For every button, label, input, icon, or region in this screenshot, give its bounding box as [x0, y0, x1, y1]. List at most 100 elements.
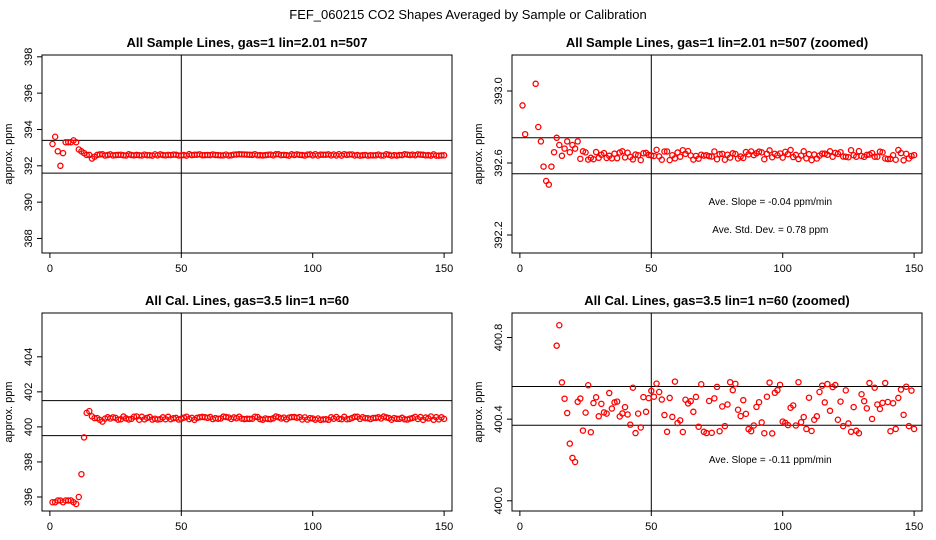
p2-point [661, 148, 668, 155]
p4-point [571, 458, 579, 466]
p4-point [655, 388, 663, 396]
p4-point [658, 396, 666, 403]
p4-point [708, 429, 715, 437]
p2-xtick-label-2: 100 [774, 263, 792, 275]
p2-xtick-label-1: 50 [645, 263, 657, 275]
p4-point [842, 387, 850, 394]
p4-point [908, 387, 915, 394]
p4-point [850, 403, 857, 411]
p4-point [740, 396, 747, 404]
p3-ytick-label-4: 404 [23, 348, 35, 366]
p4-point [642, 408, 650, 416]
p4-point [892, 425, 899, 433]
p4-point [792, 422, 800, 429]
p4-point [887, 427, 894, 435]
p1-xtick-label-2: 100 [304, 263, 322, 275]
p4-point [858, 390, 865, 398]
p2-point [808, 156, 815, 164]
p1-title: All Sample Lines, gas=1 lin=2.01 n=507 [127, 35, 368, 50]
p4-point [605, 389, 613, 397]
p3-point [75, 493, 83, 501]
p2-point [711, 148, 718, 155]
p2-point [842, 153, 850, 160]
p4-point [905, 422, 913, 430]
p4-point [902, 383, 910, 390]
p4-point [876, 405, 884, 413]
p2-frame [511, 54, 923, 254]
p3-xtick-label-1: 50 [175, 521, 187, 533]
p3-point [72, 500, 80, 508]
p4-point [584, 382, 592, 389]
p2-point [658, 156, 666, 164]
p2-point [805, 150, 813, 158]
p2-point [574, 138, 581, 145]
p4-point [868, 415, 876, 423]
p2-point [708, 153, 715, 160]
p2-ytick-label-1: 392.6 [493, 149, 505, 177]
p4-point [832, 381, 839, 389]
p4-point [566, 440, 574, 447]
p4-ytick-label-0: 400.0 [493, 487, 505, 515]
p2-ylabel: approx. ppm [473, 123, 485, 184]
p4-point [803, 425, 810, 433]
p4-point [826, 407, 834, 415]
p1-point [49, 140, 56, 148]
p4-ytick-label-2: 400.8 [493, 324, 505, 352]
p3-ytick-label-2: 400 [23, 418, 35, 436]
p4-point [763, 393, 771, 400]
p4-point [737, 412, 744, 420]
p2-point [600, 149, 608, 157]
p4-point [784, 421, 792, 429]
p2-point [740, 154, 747, 162]
p4-ylabel: approx. ppm [473, 381, 485, 442]
p1-point [54, 148, 62, 155]
p4-point [910, 425, 918, 433]
p4-point [789, 402, 797, 409]
p4-point [661, 411, 668, 419]
figure-supertitle: FEF_060215 CO2 Shapes Averaged by Sample… [289, 7, 646, 22]
p4-point [860, 397, 868, 405]
p4-point [590, 399, 597, 407]
p3-point [109, 414, 117, 421]
p4-point [558, 379, 566, 386]
p2-point [653, 146, 660, 154]
p4-point [889, 399, 897, 407]
p4-point [598, 400, 605, 408]
p2-point [548, 163, 555, 170]
p4-point [637, 424, 645, 431]
p2-point [845, 153, 852, 161]
p2-xtick-label-0: 0 [517, 263, 523, 275]
p4-point [653, 380, 660, 387]
p2-ytick-label-2: 393.0 [493, 77, 505, 105]
p1-point [440, 152, 448, 159]
p1-point [51, 133, 59, 140]
p4-point [895, 394, 902, 402]
p2-point [800, 148, 807, 155]
p3-xtick-label-0: 0 [47, 521, 53, 533]
p4-point [608, 405, 616, 412]
p2-point [892, 156, 899, 164]
p2-point [577, 155, 584, 163]
p1-xtick-label-1: 50 [175, 263, 187, 275]
p2-point [871, 153, 878, 160]
p1-frame [41, 54, 453, 254]
p3-ytick-label-0: 396 [23, 488, 35, 506]
p1-ytick-label-3: 394 [23, 120, 35, 138]
p4-point [556, 321, 563, 329]
p4-point [645, 394, 652, 402]
p4-point [824, 380, 831, 388]
p4-ytick-label-1: 400.4 [493, 405, 505, 433]
p2-point [563, 138, 571, 145]
p4-point [587, 428, 595, 436]
p4-point [797, 418, 805, 426]
p2-point [766, 147, 773, 154]
p4-point [776, 381, 784, 389]
p4-point [577, 395, 584, 402]
p4-point [679, 428, 687, 436]
p4-point [695, 423, 702, 430]
p3-point [222, 413, 230, 421]
p4-point [839, 422, 847, 430]
p3-frame [41, 312, 453, 512]
p4-point [805, 394, 813, 401]
